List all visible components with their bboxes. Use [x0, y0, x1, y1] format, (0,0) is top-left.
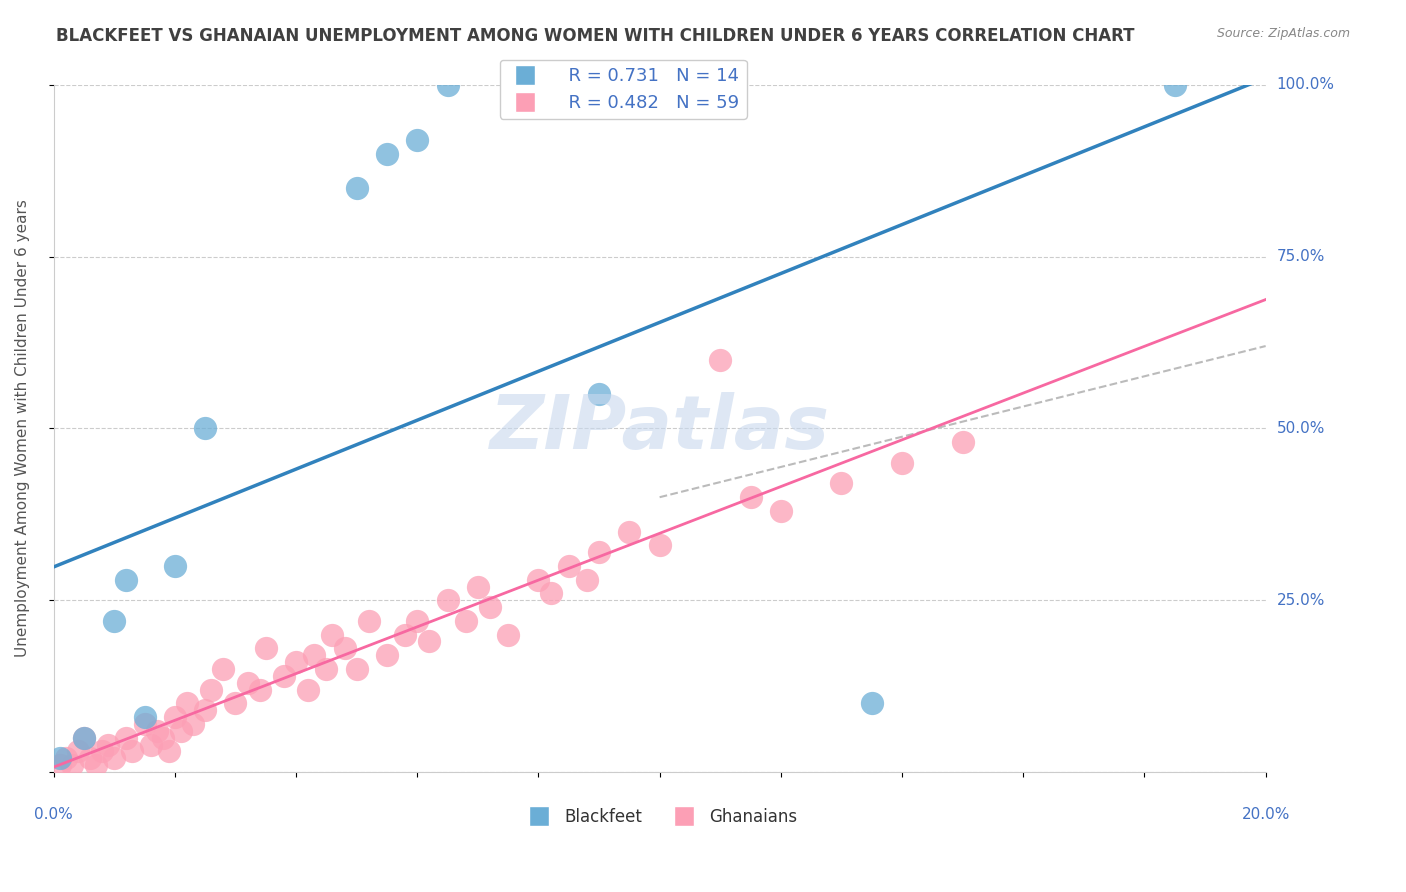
Point: [91, 744, 114, 758]
Point: [558, 558, 581, 573]
Point: [540, 586, 562, 600]
Point: [157, 744, 180, 758]
Point: [170, 723, 193, 738]
Point: [346, 662, 368, 676]
Point: [115, 731, 138, 745]
Point: [224, 696, 246, 710]
Point: [588, 387, 610, 401]
Point: [48, 751, 70, 765]
Point: [84, 758, 107, 772]
Text: 75.0%: 75.0%: [1277, 249, 1324, 264]
Point: [176, 696, 198, 710]
Point: [406, 614, 429, 628]
Point: [181, 717, 204, 731]
Point: [103, 751, 125, 765]
Point: [333, 641, 356, 656]
Point: [315, 662, 337, 676]
Point: [740, 490, 762, 504]
Point: [249, 682, 271, 697]
Point: [1164, 78, 1187, 92]
Point: [79, 751, 101, 765]
Point: [418, 634, 440, 648]
Point: [194, 703, 217, 717]
Point: [527, 573, 550, 587]
Point: [285, 655, 308, 669]
Point: [115, 573, 138, 587]
Point: [73, 731, 96, 745]
Point: [394, 627, 416, 641]
Point: [212, 662, 235, 676]
Point: [163, 710, 186, 724]
Point: [103, 614, 125, 628]
Point: [952, 435, 974, 450]
Point: [297, 682, 319, 697]
Point: [139, 738, 162, 752]
Point: [121, 744, 143, 758]
Point: [200, 682, 222, 697]
Point: [588, 545, 610, 559]
Legend: Blackfeet, Ghanaians: Blackfeet, Ghanaians: [516, 801, 803, 832]
Point: [48, 758, 70, 772]
Point: [66, 744, 89, 758]
Text: 50.0%: 50.0%: [1277, 421, 1324, 436]
Point: [478, 600, 501, 615]
Point: [236, 675, 259, 690]
Point: [152, 731, 174, 745]
Point: [55, 751, 77, 765]
Y-axis label: Unemployment Among Women with Children Under 6 years: Unemployment Among Women with Children U…: [15, 200, 30, 657]
Point: [830, 476, 852, 491]
Text: 0.0%: 0.0%: [34, 806, 73, 822]
Point: [575, 573, 598, 587]
Point: [467, 580, 489, 594]
Point: [709, 352, 731, 367]
Point: [134, 710, 156, 724]
Point: [145, 723, 167, 738]
Text: 25.0%: 25.0%: [1277, 593, 1324, 607]
Point: [860, 696, 883, 710]
Point: [254, 641, 277, 656]
Point: [163, 558, 186, 573]
Point: [375, 146, 398, 161]
Point: [619, 524, 641, 539]
Point: [97, 738, 120, 752]
Point: [73, 731, 96, 745]
Point: [436, 78, 458, 92]
Point: [496, 627, 519, 641]
Point: [454, 614, 477, 628]
Point: [375, 648, 398, 663]
Text: ZIPatlas: ZIPatlas: [489, 392, 830, 465]
Point: [302, 648, 325, 663]
Point: [273, 669, 295, 683]
Text: BLACKFEET VS GHANAIAN UNEMPLOYMENT AMONG WOMEN WITH CHILDREN UNDER 6 YEARS CORRE: BLACKFEET VS GHANAIAN UNEMPLOYMENT AMONG…: [56, 27, 1135, 45]
Point: [769, 504, 792, 518]
Point: [406, 133, 429, 147]
Point: [346, 181, 368, 195]
Text: 100.0%: 100.0%: [1277, 78, 1334, 93]
Text: 20.0%: 20.0%: [1241, 806, 1289, 822]
Point: [60, 758, 83, 772]
Text: Source: ZipAtlas.com: Source: ZipAtlas.com: [1216, 27, 1350, 40]
Point: [357, 614, 380, 628]
Point: [648, 538, 671, 552]
Point: [891, 456, 914, 470]
Point: [436, 593, 458, 607]
Point: [194, 421, 217, 435]
Point: [321, 627, 343, 641]
Point: [134, 717, 156, 731]
